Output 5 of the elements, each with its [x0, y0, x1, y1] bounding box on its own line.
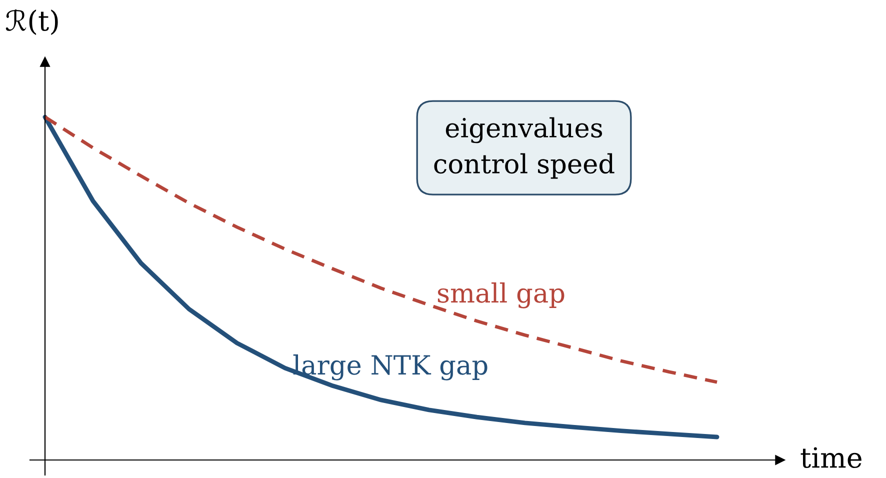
series-label: large NTK gap: [293, 354, 488, 380]
y-axis-title: ℛ(t): [6, 9, 58, 35]
x-axis-title: time: [800, 447, 862, 468]
annotation: eigenvalues control speed: [434, 117, 614, 179]
series-label: small gap: [438, 282, 564, 308]
